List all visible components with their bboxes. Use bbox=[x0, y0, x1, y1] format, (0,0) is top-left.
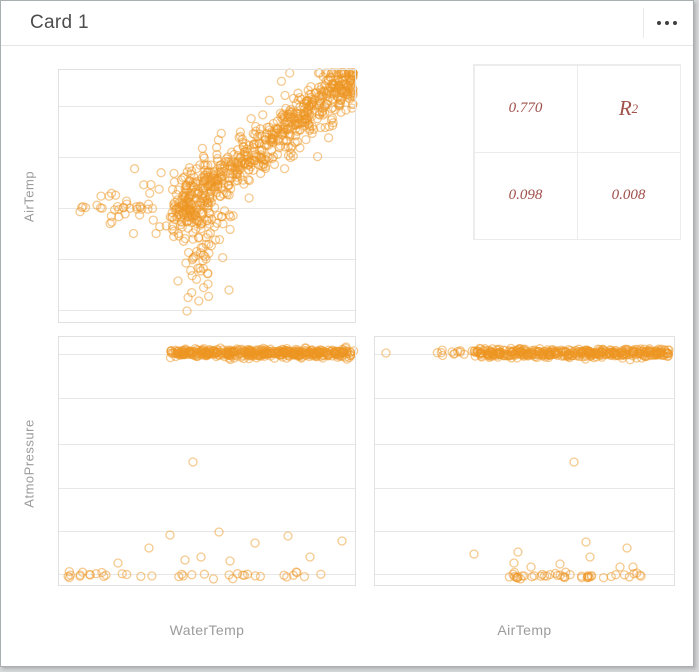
card-menu-button[interactable] bbox=[647, 6, 687, 40]
scatter-plot-atmopressure-vs-watertemp[interactable] bbox=[58, 336, 359, 586]
r2-value-airtemp-watertemp: 0.770 bbox=[473, 64, 578, 153]
y-axis-label-atmopressure: AtmoPressure bbox=[21, 419, 37, 508]
scatter-matrix: AirTemp AtmoPressure WaterTemp AirTemp 0… bbox=[1, 46, 693, 666]
r2-value-atmopressure-watertemp: 0.098 bbox=[473, 151, 578, 240]
header-divider bbox=[643, 8, 644, 38]
card-title: Card 1 bbox=[30, 12, 89, 33]
card-header: Card 1 bbox=[1, 1, 693, 46]
ellipsis-icon bbox=[647, 6, 687, 40]
x-axis-label-airtemp: AirTemp bbox=[497, 622, 552, 638]
r2-value-atmopressure-airtemp: 0.008 bbox=[576, 151, 681, 240]
y-axis-label-airtemp: AirTemp bbox=[21, 170, 37, 223]
scatter-plot-airtemp-vs-watertemp[interactable] bbox=[58, 68, 358, 323]
scatter-plot-atmopressure-vs-airtemp[interactable] bbox=[374, 336, 675, 586]
x-axis-label-watertemp: WaterTemp bbox=[169, 622, 245, 638]
